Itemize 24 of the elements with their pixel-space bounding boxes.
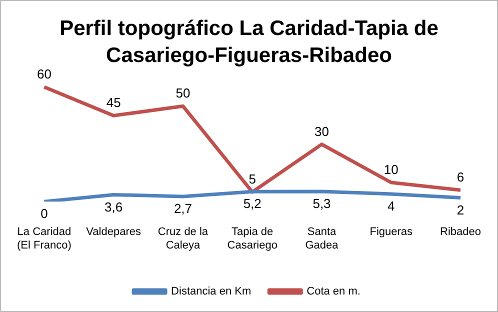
data-label: 5,3 (312, 196, 331, 212)
x-tick-label: Cruz de la Caleya (158, 226, 209, 252)
data-label: 2,7 (174, 201, 192, 216)
data-label: 5 (248, 172, 256, 187)
data-label: 6 (456, 170, 464, 185)
x-tick-label: Valdepares (86, 226, 142, 238)
data-label: 0 (40, 206, 48, 222)
data-label: 60 (36, 66, 52, 82)
data-label: 2 (456, 202, 464, 218)
x-tick-label: La Caridad (El Franco) (16, 226, 72, 252)
legend-label: Cota en m. (306, 286, 360, 298)
x-tick-label: Figueras (370, 226, 414, 238)
data-label: 4 (388, 198, 395, 214)
chart-title: Perfil topográfico La Caridad-Tapia de Casariego-Figueras-Ribadeo (59, 16, 439, 69)
x-tick-label: Tapia de Casariego (227, 226, 278, 252)
data-label: 45 (106, 95, 121, 110)
data-label: 50 (176, 86, 190, 101)
x-tick-label: Santa Gadea (305, 226, 340, 252)
data-label: 3,6 (104, 199, 123, 214)
legend-label: Distancia en Km (171, 286, 252, 298)
data-label: 5,2 (243, 196, 262, 212)
data-label: 10 (384, 162, 398, 178)
x-tick-label: Ribadeo (440, 226, 482, 238)
data-label: 30 (314, 124, 329, 139)
